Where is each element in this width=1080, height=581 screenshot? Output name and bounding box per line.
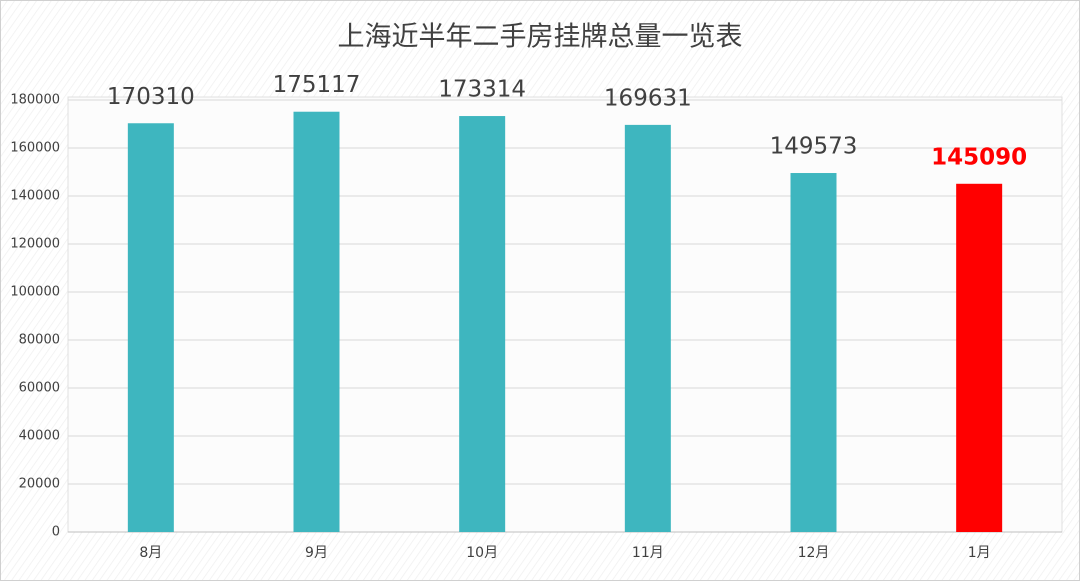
- x-tick-label: 8月: [139, 545, 162, 561]
- y-tick-label: 180000: [10, 93, 60, 108]
- y-tick-label: 80000: [19, 333, 60, 348]
- bar: [127, 123, 174, 533]
- plot-area: [67, 96, 1063, 533]
- bar: [293, 111, 340, 532]
- y-tick-label: 140000: [10, 189, 60, 204]
- data-label: 149573: [770, 134, 858, 160]
- x-tick-label: 9月: [305, 545, 328, 561]
- x-tick-label: 12月: [798, 545, 830, 561]
- y-tick-label: 120000: [10, 237, 60, 252]
- y-tick-label: 20000: [19, 477, 60, 492]
- data-label: 145090: [931, 144, 1027, 170]
- y-tick-label: 60000: [19, 381, 60, 396]
- bar: [624, 124, 671, 533]
- y-tick-label: 40000: [19, 429, 60, 444]
- y-tick-label: 0: [52, 525, 60, 540]
- x-tick-label: 10月: [466, 545, 498, 561]
- data-label: 173314: [438, 77, 526, 103]
- x-tick-label: 11月: [632, 545, 664, 561]
- bar: [956, 183, 1003, 532]
- data-label: 170310: [107, 84, 195, 110]
- y-tick-label: 100000: [10, 285, 60, 300]
- chart-title: 上海近半年二手房挂牌总量一览表: [338, 22, 743, 53]
- data-label: 175117: [273, 72, 361, 98]
- x-tick-label: 1月: [968, 545, 991, 561]
- bar: [790, 173, 837, 533]
- bar: [459, 116, 506, 533]
- data-label: 169631: [604, 85, 692, 111]
- y-tick-label: 160000: [10, 141, 60, 156]
